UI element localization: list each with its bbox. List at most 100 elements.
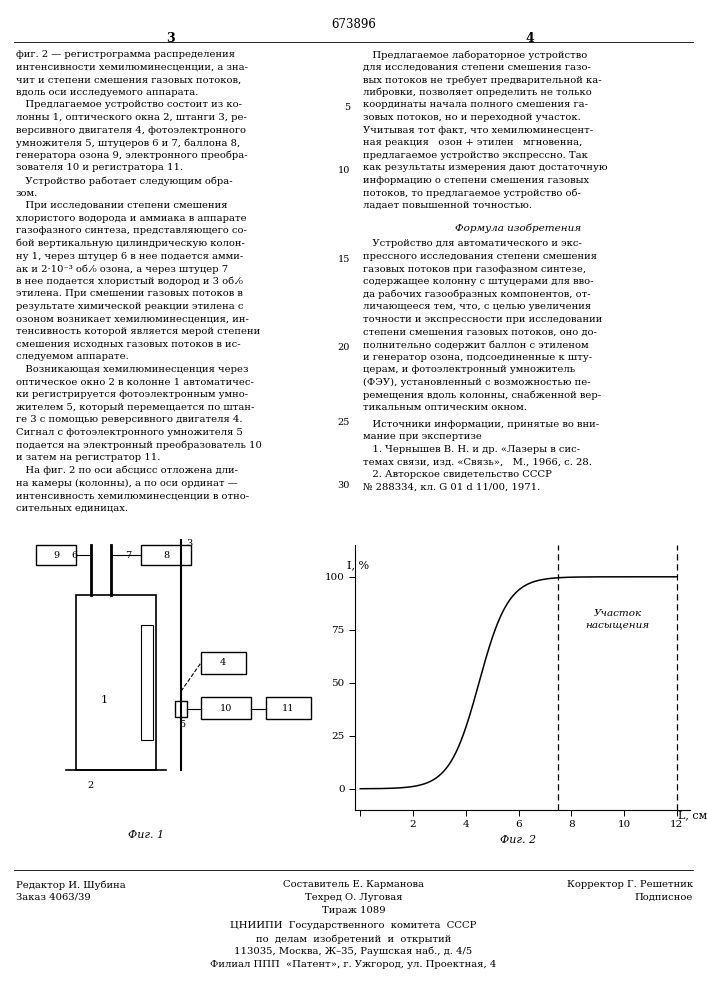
Text: Заказ 4063/39: Заказ 4063/39 <box>16 893 90 902</box>
Text: 7: 7 <box>125 550 131 559</box>
Text: Устройство для автоматического и экс-: Устройство для автоматического и экс- <box>363 239 582 248</box>
Text: Предлагаемое лабораторное устройство: Предлагаемое лабораторное устройство <box>363 50 588 60</box>
Text: хлористого водорода и аммиака в аппарате: хлористого водорода и аммиака в аппарате <box>16 214 247 223</box>
Text: ладает повышенной точностью.: ладает повышенной точностью. <box>363 201 532 210</box>
Text: жителем 5, который перемещается по штан-: жителем 5, который перемещается по штан- <box>16 403 255 412</box>
Text: вых потоков не требует предварительной ка-: вых потоков не требует предварительной к… <box>363 75 602 85</box>
Text: степени смешения газовых потоков, оно до-: степени смешения газовых потоков, оно до… <box>363 328 597 337</box>
Text: по  делам  изобретений  и  открытий: по делам изобретений и открытий <box>256 934 451 944</box>
Text: точности и экспрессности при исследовании: точности и экспрессности при исследовани… <box>363 315 602 324</box>
Text: 3: 3 <box>165 32 175 45</box>
Text: подается на электронный преобразователь 10: подается на электронный преобразователь … <box>16 441 262 450</box>
Bar <box>201 652 246 674</box>
Text: ЦНИИПИ  Государственного  комитета  СССР: ЦНИИПИ Государственного комитета СССР <box>230 921 477 930</box>
Bar <box>175 701 187 717</box>
Text: содержащее колонну с штуцерами для вво-: содержащее колонну с штуцерами для вво- <box>363 277 593 286</box>
Text: либровки, позволяет определить не только: либровки, позволяет определить не только <box>363 88 592 97</box>
Text: озоном возникает хемилюминесценция, ин-: озоном возникает хемилюминесценция, ин- <box>16 315 249 324</box>
Text: № 288334, кл. G 01 d 11/00, 1971.: № 288334, кл. G 01 d 11/00, 1971. <box>363 483 540 492</box>
Text: зователя 10 и регистратора 11.: зователя 10 и регистратора 11. <box>16 163 183 172</box>
Text: смешения исходных газовых потоков в ис-: смешения исходных газовых потоков в ис- <box>16 340 240 349</box>
Text: 4: 4 <box>220 658 226 667</box>
Text: для исследования степени смешения газо-: для исследования степени смешения газо- <box>363 63 591 72</box>
Text: предлагаемое устройство экспрессно. Так: предлагаемое устройство экспрессно. Так <box>363 151 588 160</box>
Text: церам, и фотоэлектронный умножитель: церам, и фотоэлектронный умножитель <box>363 365 575 374</box>
Text: 4: 4 <box>525 32 534 45</box>
Text: тикальным оптическим окном.: тикальным оптическим окном. <box>363 403 527 412</box>
Text: версивного двигателя 4, фотоэлектронного: версивного двигателя 4, фотоэлектронного <box>16 126 246 135</box>
Text: Участок
насыщения: Участок насыщения <box>585 609 650 629</box>
Text: Редактор И. Шубина: Редактор И. Шубина <box>16 880 126 890</box>
Text: 3: 3 <box>186 538 192 547</box>
Text: ки регистрируется фотоэлектронным умно-: ки регистрируется фотоэлектронным умно- <box>16 390 248 399</box>
Text: 10: 10 <box>220 704 232 713</box>
Text: этилена. При смешении газовых потоков в: этилена. При смешении газовых потоков в <box>16 289 243 298</box>
Text: умножителя 5, штуцеров 6 и 7, баллона 8,: умножителя 5, штуцеров 6 и 7, баллона 8, <box>16 138 240 148</box>
Text: Техред О. Луговая: Техред О. Луговая <box>305 893 402 902</box>
Text: 11: 11 <box>282 704 294 713</box>
Text: вдоль оси исследуемого аппарата.: вдоль оси исследуемого аппарата. <box>16 88 199 97</box>
Text: полнительно содержит баллон с этиленом: полнительно содержит баллон с этиленом <box>363 340 589 350</box>
Text: 8: 8 <box>163 550 169 559</box>
Text: Источники информации, принятые во вни-: Источники информации, принятые во вни- <box>363 420 599 429</box>
Text: Формула изобретения: Формула изобретения <box>455 224 581 233</box>
Text: ак и 2·10⁻³ об.⁄₀ озона, а через штуцер 7: ак и 2·10⁻³ об.⁄₀ озона, а через штуцер … <box>16 264 228 274</box>
Text: 113035, Москва, Ж–35, Раушская наб., д. 4/5: 113035, Москва, Ж–35, Раушская наб., д. … <box>235 947 472 956</box>
Text: 2: 2 <box>88 780 94 790</box>
Text: прессного исследования степени смешения: прессного исследования степени смешения <box>363 252 597 261</box>
Text: координаты начала полного смешения га-: координаты начала полного смешения га- <box>363 100 588 109</box>
Text: да рабочих газообразных компонентов, от-: да рабочих газообразных компонентов, от- <box>363 290 590 299</box>
Text: ну 1, через штуцер 6 в нее подается амми-: ну 1, через штуцер 6 в нее подается амми… <box>16 252 243 261</box>
Text: в нее подается хлористый водород и 3 об.⁄₀: в нее подается хлористый водород и 3 об.… <box>16 277 243 286</box>
Text: информацию о степени смешения газовых: информацию о степени смешения газовых <box>363 176 589 185</box>
Text: интенсивности хемилюминесценции, а зна-: интенсивности хемилюминесценции, а зна- <box>16 63 248 72</box>
Text: газовых потоков при газофазном синтезе,: газовых потоков при газофазном синтезе, <box>363 265 586 274</box>
Text: чит и степени смешения газовых потоков,: чит и степени смешения газовых потоков, <box>16 75 241 84</box>
Text: результате химической реакции этилена с: результате химической реакции этилена с <box>16 302 243 311</box>
Text: 9: 9 <box>53 550 59 559</box>
Text: 1. Чернышев В. Н. и др. «Лазеры в сис-: 1. Чернышев В. Н. и др. «Лазеры в сис- <box>363 445 580 454</box>
Text: Возникающая хемилюминесценция через: Возникающая хемилюминесценция через <box>16 365 248 374</box>
Text: 25: 25 <box>338 418 350 427</box>
Text: тенсивность которой является мерой степени: тенсивность которой является мерой степе… <box>16 327 260 336</box>
Text: Учитывая тот факт, что хемилюминесцент-: Учитывая тот факт, что хемилюминесцент- <box>363 126 593 135</box>
Text: и затем на регистратор 11.: и затем на регистратор 11. <box>16 453 160 462</box>
Text: 6: 6 <box>71 550 77 559</box>
Bar <box>141 625 153 740</box>
Text: 1: 1 <box>100 695 107 705</box>
Text: Фиг. 2: Фиг. 2 <box>501 835 537 845</box>
Text: оптическое окно 2 в колонне 1 автоматичес-: оптическое окно 2 в колонне 1 автоматиче… <box>16 378 254 387</box>
Text: интенсивность хемилюминесценции в отно-: интенсивность хемилюминесценции в отно- <box>16 491 249 500</box>
Text: Сигнал с фотоэлектронного умножителя 5: Сигнал с фотоэлектронного умножителя 5 <box>16 428 243 437</box>
Text: Устройство работает следующим обра-: Устройство работает следующим обра- <box>16 176 233 186</box>
Text: 30: 30 <box>338 481 350 490</box>
Text: следуемом аппарате.: следуемом аппарате. <box>16 352 129 361</box>
Text: личающееся тем, что, с целью увеличения: личающееся тем, что, с целью увеличения <box>363 302 591 311</box>
Text: бой вертикальную цилиндрическую колон-: бой вертикальную цилиндрическую колон- <box>16 239 245 248</box>
Text: газофазного синтеза, представляющего со-: газофазного синтеза, представляющего со- <box>16 226 247 235</box>
Bar <box>36 545 76 565</box>
Text: зом.: зом. <box>16 189 38 198</box>
Bar <box>141 545 191 565</box>
Text: Фиг. 1: Фиг. 1 <box>128 830 164 840</box>
Text: потоков, то предлагаемое устройство об-: потоков, то предлагаемое устройство об- <box>363 189 581 198</box>
Text: 673896: 673896 <box>331 18 376 31</box>
Text: 20: 20 <box>338 343 350 352</box>
Text: I, %: I, % <box>347 560 369 570</box>
Text: Составитель Е. Карманова: Составитель Е. Карманова <box>283 880 424 889</box>
Text: зовых потоков, но и переходной участок.: зовых потоков, но и переходной участок. <box>363 113 580 122</box>
Text: Тираж 1089: Тираж 1089 <box>322 906 385 915</box>
Text: Филиал ППП  «Патент», г. Ужгород, ул. Проектная, 4: Филиал ППП «Патент», г. Ужгород, ул. Про… <box>210 960 497 969</box>
Text: ная реакция   озон + этилен   мгновенна,: ная реакция озон + этилен мгновенна, <box>363 138 583 147</box>
Bar <box>201 697 251 719</box>
Text: темах связи, изд. «Связь»,   М., 1966, с. 28.: темах связи, изд. «Связь», М., 1966, с. … <box>363 458 592 467</box>
Bar <box>266 697 311 719</box>
Text: На фиг. 2 по оси абсцисс отложена дли-: На фиг. 2 по оси абсцисс отложена дли- <box>16 466 238 475</box>
Text: как результаты измерения дают достаточную: как результаты измерения дают достаточну… <box>363 163 607 172</box>
Text: Предлагаемое устройство состоит из ко-: Предлагаемое устройство состоит из ко- <box>16 100 242 109</box>
Text: генератора озона 9, электронного преобра-: генератора озона 9, электронного преобра… <box>16 151 247 160</box>
Text: При исследовании степени смешения: При исследовании степени смешения <box>16 201 228 210</box>
Bar <box>76 595 156 770</box>
Text: 5: 5 <box>344 103 350 112</box>
Text: ге 3 с помощью реверсивного двигателя 4.: ге 3 с помощью реверсивного двигателя 4. <box>16 415 243 424</box>
